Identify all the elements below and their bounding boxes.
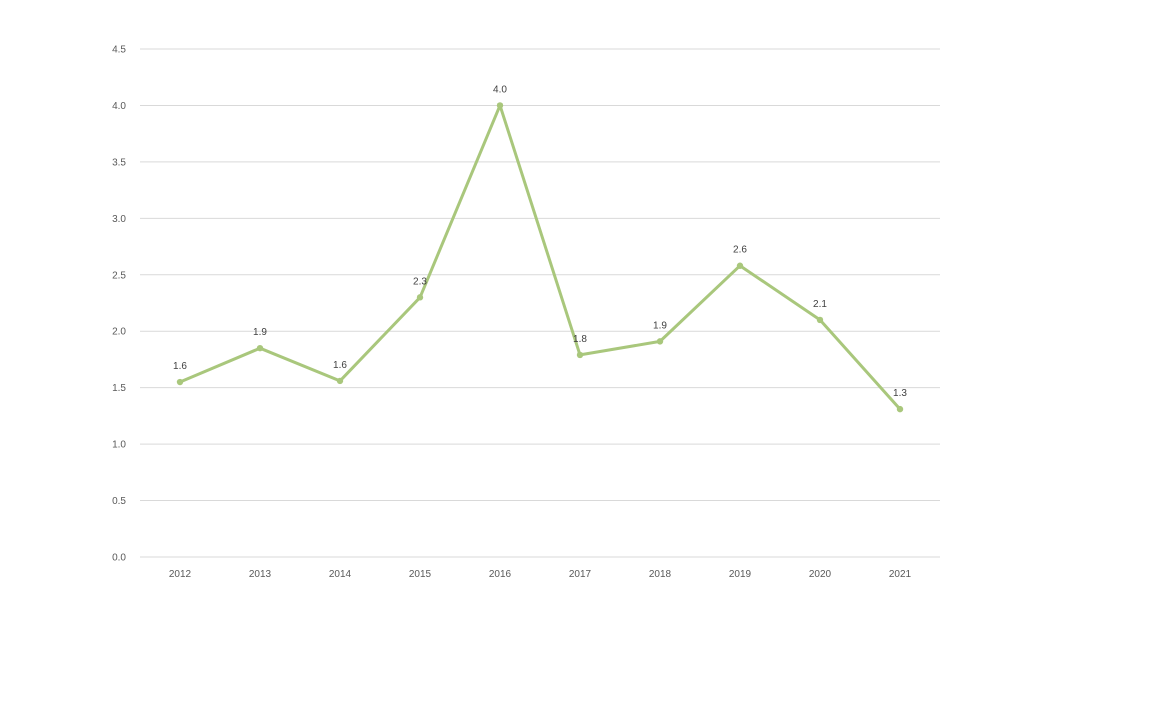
data-point [256,344,264,352]
data-point [416,294,424,301]
data-label: 1.9 [253,327,267,338]
x-tick-label: 2012 [169,569,192,580]
data-labels: 1.6 1.9 1.6 2.3 4.0 1.8 1.9 2.6 2.1 1.3 [173,84,907,399]
y-axis: 0.0 0.5 1.0 1.5 2.0 2.5 3.0 3.5 4.0 4.5 [112,45,126,564]
y-tick-label: 0.0 [112,553,126,564]
series-group [176,102,904,413]
data-label: 1.8 [573,334,587,345]
y-tick-label: 2.0 [112,327,126,338]
data-label: 1.3 [893,388,907,399]
x-tick-label: 2015 [409,569,432,580]
data-label: 1.6 [333,360,347,371]
data-label: 2.3 [413,276,427,287]
gridlines [140,48,940,558]
y-tick-label: 1.0 [112,440,126,451]
data-point [816,316,824,324]
data-point [576,351,584,359]
y-tick-label: 2.5 [112,270,126,281]
data-point [336,377,344,385]
x-tick-label: 2014 [329,569,352,580]
series-line [178,103,902,411]
x-tick-label: 2018 [649,569,672,580]
data-label: 1.6 [173,361,187,372]
x-tick-label: 2016 [489,569,512,580]
x-axis: 2012 2013 2014 2015 2016 2017 2018 2019 2020 2021 [169,569,912,580]
y-tick-label: 4.0 [112,101,126,112]
y-tick-label: 4.5 [112,45,126,56]
data-label: 2.6 [733,245,747,256]
x-tick-label: 2017 [569,569,592,580]
y-tick-label: 3.5 [112,157,126,168]
data-point [896,405,904,413]
x-tick-label: 2020 [809,569,832,580]
data-point [176,378,184,386]
data-point [496,102,504,109]
y-tick-label: 3.0 [112,214,126,225]
x-tick-label: 2013 [249,569,272,580]
data-point [656,338,664,345]
y-tick-label: 0.5 [112,496,126,507]
y-tick-label: 1.5 [112,383,126,394]
x-tick-label: 2021 [889,569,912,580]
data-point [736,262,744,269]
data-label: 4.0 [493,84,507,95]
data-label: 1.9 [653,320,667,331]
x-tick-label: 2019 [729,569,752,580]
data-label: 2.1 [813,299,827,310]
